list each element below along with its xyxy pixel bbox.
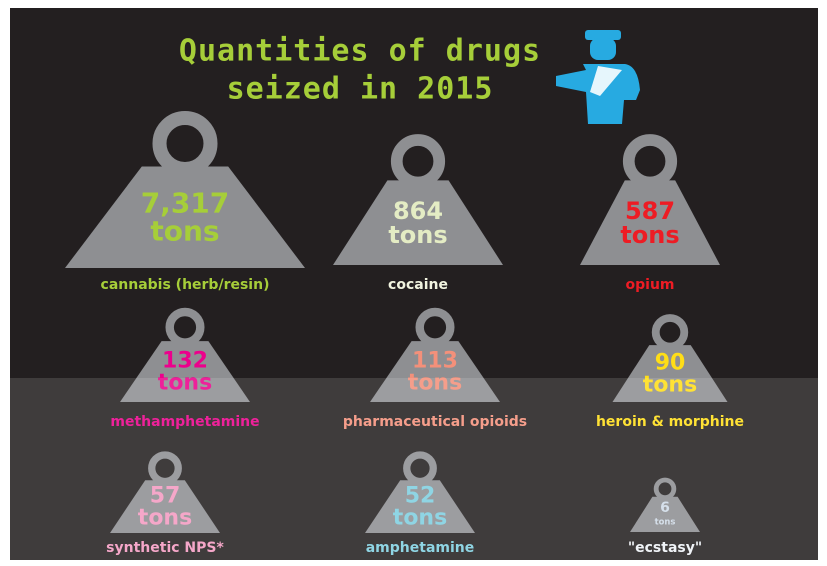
weight-unit: tons: [150, 215, 219, 248]
infographic: Quantities of drugs seized in 2015 7,317…: [0, 0, 827, 566]
drug-label: opium: [626, 277, 675, 293]
title-line: seized in 2015: [227, 72, 494, 107]
weight-unit: tons: [388, 221, 447, 249]
drug-label: cannabis (herb/resin): [101, 277, 270, 293]
overlay: [10, 378, 818, 560]
page: Quantities of drugs seized in 2015 7,317…: [0, 0, 827, 566]
title-line: Quantities of drugs: [179, 34, 541, 69]
drug-label: cocaine: [388, 277, 448, 293]
weight-unit: tons: [620, 221, 679, 249]
